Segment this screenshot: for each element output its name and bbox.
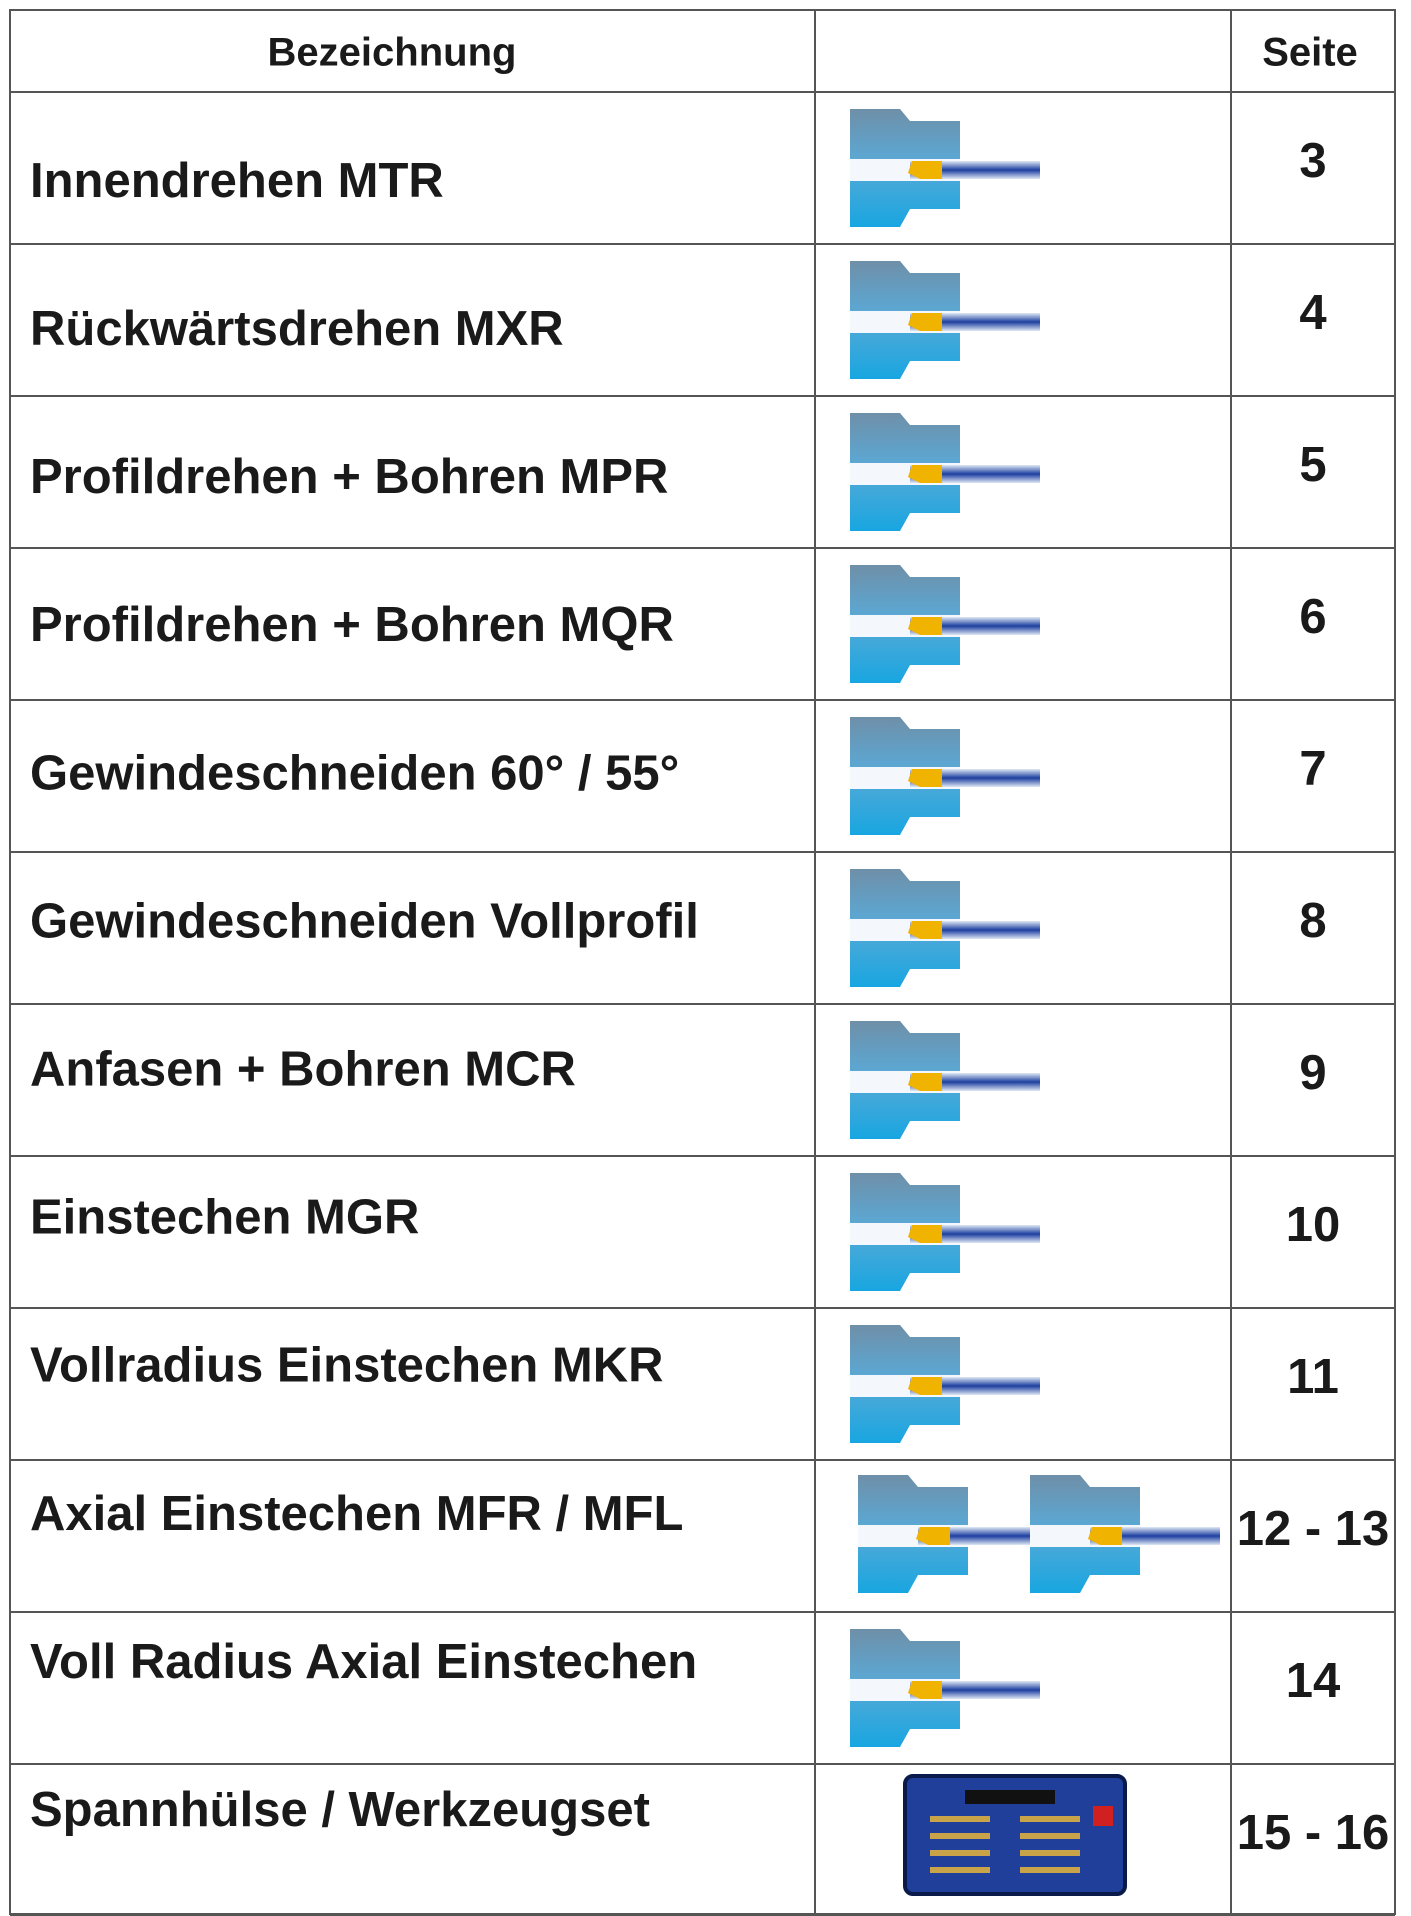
tool-bar xyxy=(910,921,1040,939)
tool-icon xyxy=(850,1629,1040,1747)
workpiece xyxy=(850,717,960,835)
insert xyxy=(908,161,942,179)
tool-bar xyxy=(910,1377,1040,1395)
row-label: Einstechen MGR xyxy=(30,1191,419,1245)
insert xyxy=(908,1225,942,1243)
row-page: 3 xyxy=(1299,134,1326,188)
insert xyxy=(908,769,942,787)
tool-icon xyxy=(858,1475,1048,1593)
workpiece xyxy=(850,1021,960,1139)
tool xyxy=(930,1816,990,1822)
insert xyxy=(916,1527,950,1545)
row-label: Axial Einstechen MFR / MFL xyxy=(30,1487,683,1541)
tool-bar xyxy=(910,313,1040,331)
tool-icon xyxy=(850,109,1040,227)
tool-icon xyxy=(850,1325,1040,1443)
tool-bar xyxy=(910,161,1040,179)
tool-icon xyxy=(850,261,1040,379)
tool-icon xyxy=(850,1021,1040,1139)
row-label: Anfasen + Bohren MCR xyxy=(30,1043,576,1097)
header-page: Seite xyxy=(1262,31,1358,75)
row-page: 4 xyxy=(1299,286,1326,340)
workpiece xyxy=(1030,1475,1140,1593)
workpiece xyxy=(858,1475,968,1593)
insert xyxy=(908,465,942,483)
insert xyxy=(908,617,942,635)
tool-bar xyxy=(910,1225,1040,1243)
row-label: Innendrehen MTR xyxy=(30,154,444,208)
insert xyxy=(908,1073,942,1091)
tool-bar xyxy=(1090,1527,1220,1545)
workpiece xyxy=(850,1325,960,1443)
tool xyxy=(1020,1816,1080,1822)
sleeve xyxy=(965,1790,1055,1804)
row-page: 5 xyxy=(1299,438,1326,492)
tool-bar xyxy=(910,465,1040,483)
tool-icon xyxy=(850,869,1040,987)
tool-icon xyxy=(850,413,1040,531)
tool-bar xyxy=(910,1073,1040,1091)
tool-set-icon xyxy=(903,1774,1127,1896)
header-label: Bezeichnung xyxy=(268,31,517,75)
row-label: Voll Radius Axial Einstechen xyxy=(30,1635,697,1689)
tool xyxy=(1020,1850,1080,1856)
row-label: Profildrehen + Bohren MPR xyxy=(30,450,668,504)
row-page: 7 xyxy=(1299,742,1326,796)
row-page: 8 xyxy=(1299,894,1326,948)
row-label: Rückwärtsdrehen MXR xyxy=(30,302,564,356)
row-label: Vollradius Einstechen MKR xyxy=(30,1339,663,1393)
workpiece xyxy=(850,261,960,379)
insert xyxy=(908,921,942,939)
row-page: 15 - 16 xyxy=(1237,1806,1390,1860)
row-page: 9 xyxy=(1299,1046,1326,1100)
case xyxy=(903,1774,1127,1896)
workpiece xyxy=(850,413,960,531)
tool-icon xyxy=(850,1173,1040,1291)
row-label: Profildrehen + Bohren MQR xyxy=(30,598,674,652)
insert xyxy=(908,1377,942,1395)
table-grid xyxy=(9,9,1396,1915)
row-label: Gewindeschneiden Vollprofil xyxy=(30,894,699,948)
workpiece xyxy=(850,1173,960,1291)
row-page: 12 - 13 xyxy=(1237,1502,1390,1556)
tool-icon xyxy=(1030,1475,1220,1593)
tool xyxy=(1020,1867,1080,1873)
row-page: 6 xyxy=(1299,590,1326,644)
row-page: 14 xyxy=(1286,1654,1341,1708)
tool-bar xyxy=(910,769,1040,787)
workpiece xyxy=(850,1629,960,1747)
tool xyxy=(930,1850,990,1856)
key xyxy=(1093,1806,1113,1826)
workpiece xyxy=(850,565,960,683)
insert xyxy=(908,313,942,331)
tool-icon xyxy=(850,717,1040,835)
insert xyxy=(908,1681,942,1699)
row-label: Spannhülse / Werkzeugset xyxy=(30,1783,650,1837)
tool-bar xyxy=(910,617,1040,635)
insert xyxy=(1088,1527,1122,1545)
tool xyxy=(1020,1833,1080,1839)
row-page: 11 xyxy=(1287,1350,1339,1404)
tool-bar xyxy=(918,1527,1048,1545)
workpiece xyxy=(850,869,960,987)
workpiece xyxy=(850,109,960,227)
table-border xyxy=(9,9,1396,1915)
tool xyxy=(930,1833,990,1839)
tool xyxy=(930,1867,990,1873)
tool-icon xyxy=(850,565,1040,683)
row-label: Gewindeschneiden 60° / 55° xyxy=(30,746,679,800)
row-page: 10 xyxy=(1286,1198,1341,1252)
tool-bar xyxy=(910,1681,1040,1699)
